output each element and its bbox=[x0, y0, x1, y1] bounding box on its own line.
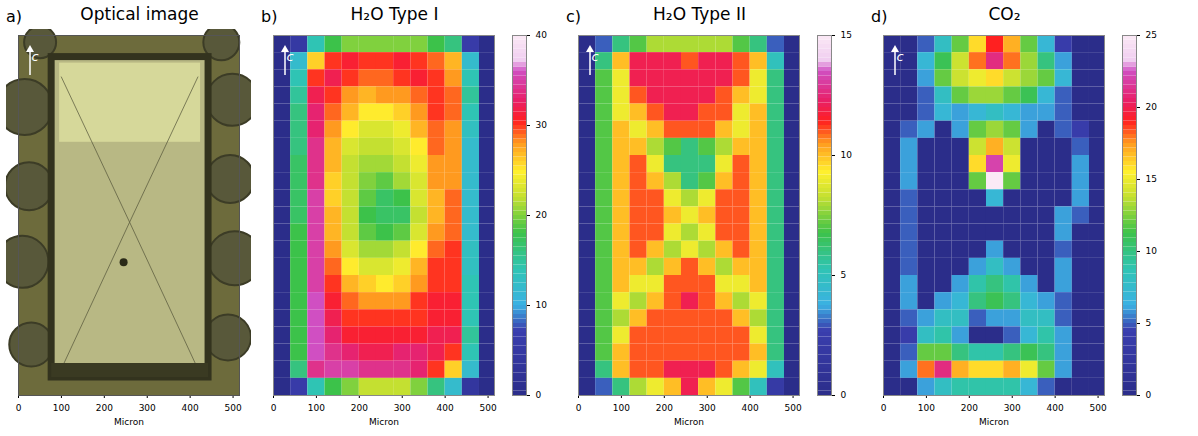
svg-text:Micron: Micron bbox=[369, 417, 399, 427]
svg-text:200: 200 bbox=[961, 403, 978, 413]
svg-text:Micron: Micron bbox=[674, 417, 704, 427]
svg-text:400: 400 bbox=[437, 403, 454, 413]
svg-text:10: 10 bbox=[1146, 246, 1158, 256]
svg-text:c: c bbox=[286, 49, 293, 64]
svg-text:c: c bbox=[31, 49, 38, 64]
svg-text:15: 15 bbox=[1146, 174, 1157, 184]
svg-text:5: 5 bbox=[841, 270, 847, 280]
html-text:H₂O Type II: H₂O Type II bbox=[653, 4, 746, 24]
svg-text:300: 300 bbox=[394, 403, 411, 413]
svg-text:15: 15 bbox=[841, 30, 852, 40]
svg-text:25: 25 bbox=[1146, 30, 1157, 40]
html-text:CO₂: CO₂ bbox=[988, 4, 1021, 24]
svg-text:20: 20 bbox=[1146, 102, 1158, 112]
svg-text:400: 400 bbox=[1047, 403, 1064, 413]
svg-text:10: 10 bbox=[536, 300, 548, 310]
svg-text:200: 200 bbox=[96, 403, 113, 413]
svg-text:0: 0 bbox=[536, 390, 542, 400]
svg-text:40: 40 bbox=[536, 30, 548, 40]
svg-text:300: 300 bbox=[1004, 403, 1021, 413]
html-text:c): c) bbox=[566, 7, 581, 26]
svg-text:100: 100 bbox=[53, 403, 70, 413]
html-text:Optical image: Optical image bbox=[80, 4, 199, 24]
svg-text:0: 0 bbox=[271, 403, 277, 413]
svg-text:0: 0 bbox=[881, 403, 887, 413]
svg-text:100: 100 bbox=[613, 403, 630, 413]
svg-text:400: 400 bbox=[182, 403, 199, 413]
svg-text:100: 100 bbox=[308, 403, 325, 413]
svg-text:0: 0 bbox=[841, 390, 847, 400]
svg-text:400: 400 bbox=[742, 403, 759, 413]
svg-text:200: 200 bbox=[656, 403, 673, 413]
svg-text:500: 500 bbox=[784, 403, 801, 413]
svg-text:300: 300 bbox=[699, 403, 716, 413]
svg-text:c: c bbox=[591, 49, 598, 64]
svg-text:100: 100 bbox=[918, 403, 935, 413]
html-text:d): d) bbox=[871, 7, 888, 26]
svg-text:10: 10 bbox=[841, 150, 853, 160]
svg-text:0: 0 bbox=[1146, 390, 1152, 400]
svg-text:500: 500 bbox=[224, 403, 241, 413]
svg-text:Micron: Micron bbox=[114, 417, 144, 427]
svg-text:500: 500 bbox=[479, 403, 496, 413]
svg-text:5: 5 bbox=[1146, 318, 1152, 328]
svg-text:30: 30 bbox=[536, 120, 548, 130]
svg-text:500: 500 bbox=[1089, 403, 1106, 413]
svg-text:0: 0 bbox=[16, 403, 22, 413]
html-text:a): a) bbox=[6, 7, 22, 26]
svg-text:0: 0 bbox=[576, 403, 582, 413]
svg-text:20: 20 bbox=[536, 210, 548, 220]
html-text:b): b) bbox=[261, 7, 278, 26]
svg-text:c: c bbox=[896, 49, 903, 64]
svg-text:200: 200 bbox=[351, 403, 368, 413]
svg-text:300: 300 bbox=[139, 403, 156, 413]
html-text:H₂O Type I: H₂O Type I bbox=[350, 4, 439, 24]
svg-text:Micron: Micron bbox=[979, 417, 1009, 427]
